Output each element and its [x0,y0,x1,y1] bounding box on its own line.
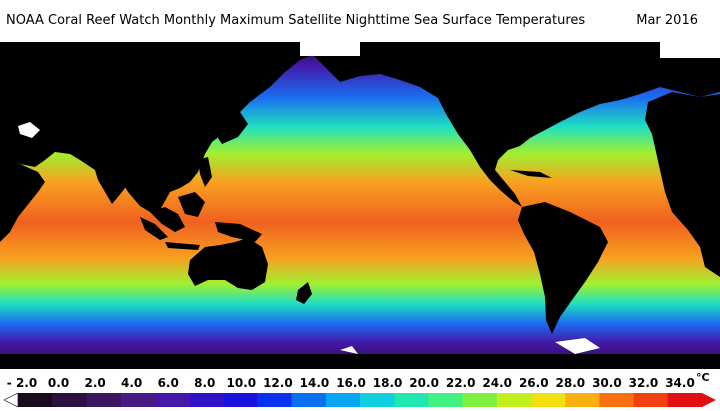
landmass-southeast-asia [150,207,185,232]
landmass-south-america [518,202,608,334]
title-bar: NOAA Coral Reef Watch Monthly Maximum Sa… [0,0,720,42]
sea-ice-antarctic [340,346,358,354]
landmass-new-guinea [215,222,262,242]
colorbar-low-arrow [4,393,19,407]
legend-label: 4.0 [121,376,143,390]
legend-label: 6.0 [157,376,179,390]
sst-map [0,42,720,369]
landmass-philippines [198,157,212,187]
colorbar-segment [86,393,122,407]
colorbar-segment [565,393,600,407]
legend-label: 10.0 [226,376,257,390]
landmass-japan [218,112,248,144]
legend-label: 28.0 [555,376,586,390]
legend-label: 0.0 [47,376,70,390]
colorbar-segment [496,393,532,407]
legend-label: 16.0 [336,376,366,390]
landmass-java [165,242,200,250]
colorbar-high-arrow [702,393,716,407]
landmass-india [95,170,128,204]
legend-label: 8.0 [194,376,216,390]
legend-label: 32.0 [628,376,659,390]
colorbar-segment [154,393,190,407]
legend-label: 18.0 [372,376,403,390]
colorbar-segment [360,393,395,407]
landmass-eurasia-africa [0,42,380,212]
landmass-antarctica [0,354,720,369]
sea-ice-patch [300,42,360,56]
legend-label: 12.0 [263,376,293,390]
landmass-sumatra [140,217,168,240]
colorbar-segment [291,393,327,407]
landmass-australia [188,238,268,290]
landmass-new-zealand [296,282,312,304]
colorbar-segment [325,393,361,407]
map-title: NOAA Coral Reef Watch Monthly Maximum Sa… [6,13,586,28]
sea-ice-antarctic [555,338,600,354]
legend-label: 20.0 [409,376,439,390]
colorbar-segment [223,393,258,407]
legend-label: 2.0 [84,376,106,390]
sst-map-svg [0,42,720,369]
colorbar [4,393,716,407]
legend-label: 22.0 [445,376,476,390]
colorbar-segment [52,393,87,407]
colorbar-segment [462,393,498,407]
sea-ice-patch [660,42,720,58]
legend-label: - 2.0 [6,376,38,390]
colorbar-segment [189,393,224,407]
legend-label: 14.0 [299,376,330,390]
colorbar-segment [667,393,703,407]
legend-label: 26.0 [518,376,549,390]
landmass-europe-africa-right [645,92,720,277]
legend-unit: °C [696,371,710,384]
colorbar-segment [531,393,566,407]
landmass-cuba [510,170,552,178]
map-date: Mar 2016 [636,13,698,28]
legend-label: 24.0 [482,376,513,390]
landmass-greenland [560,52,640,92]
legend-label: 30.0 [592,376,622,390]
landmass-borneo [178,192,205,217]
colorbar-segment [633,393,669,407]
colorbar-segment [599,393,635,407]
landmass-africa-horn [0,154,45,242]
colorbar-segment [257,393,293,407]
colorbar-segment [120,393,156,407]
colorbar-segment [394,393,429,407]
sea-ice-caspian [18,122,40,138]
legend-label: 34.0 [665,376,695,390]
colorbar-segment [18,393,53,407]
temperature-legend: - 2.0 0.0 2.0 4.0 6.0 8.0 10.0 12.0 14.0 16.0 18.0… [0,369,720,411]
colorbar-segment [428,393,464,407]
